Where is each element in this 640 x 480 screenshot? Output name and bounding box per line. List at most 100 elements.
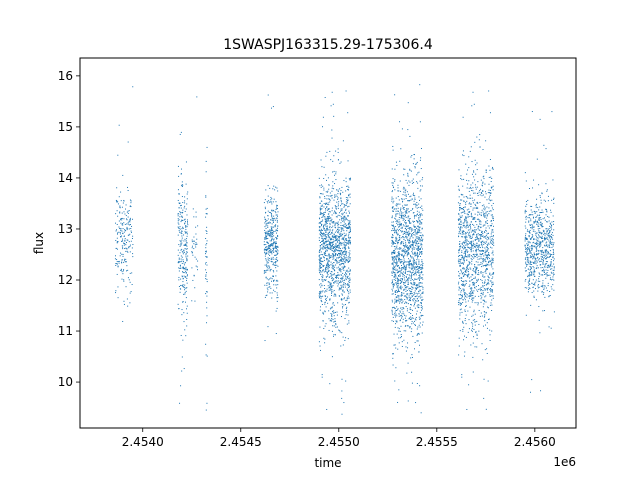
data-point <box>415 204 417 206</box>
data-point <box>489 246 491 248</box>
data-point <box>338 269 340 271</box>
data-point <box>463 211 465 213</box>
data-point <box>472 291 474 293</box>
data-point <box>347 258 349 260</box>
data-point <box>182 184 184 186</box>
data-point <box>411 251 413 253</box>
data-point <box>406 372 408 374</box>
data-point <box>277 234 279 236</box>
data-point <box>331 230 333 232</box>
data-point <box>186 274 188 276</box>
data-point <box>183 312 185 314</box>
data-point <box>408 270 410 272</box>
data-point <box>411 198 413 200</box>
data-point <box>265 223 267 225</box>
data-point <box>470 186 472 188</box>
data-point <box>325 298 327 300</box>
data-point <box>413 232 415 234</box>
data-point <box>483 224 485 226</box>
data-point <box>196 96 198 98</box>
data-point <box>349 231 351 233</box>
data-point <box>337 302 339 304</box>
data-point <box>330 239 332 241</box>
data-point <box>344 279 346 281</box>
data-point <box>467 240 469 242</box>
data-point <box>343 206 345 208</box>
data-point <box>409 218 411 220</box>
data-point <box>473 253 475 255</box>
data-point <box>398 267 400 269</box>
data-point <box>487 258 489 260</box>
data-point <box>320 260 322 262</box>
data-point <box>478 264 480 266</box>
data-point <box>332 258 334 260</box>
data-point <box>410 277 412 279</box>
data-point <box>417 229 419 231</box>
data-point <box>184 289 186 291</box>
data-point <box>471 216 473 218</box>
data-point <box>404 317 406 319</box>
data-point <box>344 339 346 341</box>
data-point <box>405 212 407 214</box>
data-point <box>525 263 527 265</box>
data-point <box>344 262 346 264</box>
data-point <box>487 245 489 247</box>
data-point <box>405 222 407 224</box>
data-point <box>470 295 472 297</box>
data-point <box>465 202 467 204</box>
data-point <box>470 276 472 278</box>
data-point <box>459 223 461 225</box>
data-point <box>333 273 335 275</box>
data-point <box>479 202 481 204</box>
data-point <box>469 292 471 294</box>
data-point <box>340 257 342 259</box>
data-point <box>408 220 410 222</box>
data-point <box>333 188 335 190</box>
data-point <box>465 218 467 220</box>
data-point <box>400 270 402 272</box>
data-point <box>193 274 195 276</box>
data-point <box>463 210 465 212</box>
data-point <box>392 257 394 259</box>
data-point <box>396 222 398 224</box>
data-point <box>417 266 419 268</box>
data-point <box>406 237 408 239</box>
data-point <box>412 265 414 267</box>
data-point <box>349 229 351 231</box>
data-point <box>552 234 554 236</box>
data-point <box>345 239 347 241</box>
data-point <box>184 244 186 246</box>
data-point <box>401 128 403 130</box>
data-point <box>273 284 275 286</box>
data-point <box>487 256 489 258</box>
data-point <box>458 189 460 191</box>
data-point <box>206 256 208 258</box>
data-point <box>119 233 121 235</box>
data-point <box>116 242 118 244</box>
data-point <box>332 225 334 227</box>
data-point <box>182 284 184 286</box>
data-point <box>126 298 128 300</box>
data-point <box>117 154 119 156</box>
data-point <box>341 390 343 392</box>
data-point <box>476 244 478 246</box>
data-point <box>472 298 474 300</box>
data-point <box>273 271 275 273</box>
data-point <box>486 348 488 350</box>
data-point <box>407 235 409 237</box>
data-point <box>342 262 344 264</box>
data-point <box>414 240 416 242</box>
data-point <box>334 259 336 261</box>
data-point <box>348 293 350 295</box>
data-point <box>265 259 267 261</box>
data-point <box>179 133 181 135</box>
data-point <box>399 180 401 182</box>
data-point <box>320 205 322 207</box>
data-point <box>421 260 423 262</box>
data-point <box>409 327 411 329</box>
data-point <box>475 282 477 283</box>
data-point <box>421 282 423 284</box>
data-point <box>348 252 350 254</box>
data-point <box>324 234 326 236</box>
data-point <box>183 293 185 295</box>
